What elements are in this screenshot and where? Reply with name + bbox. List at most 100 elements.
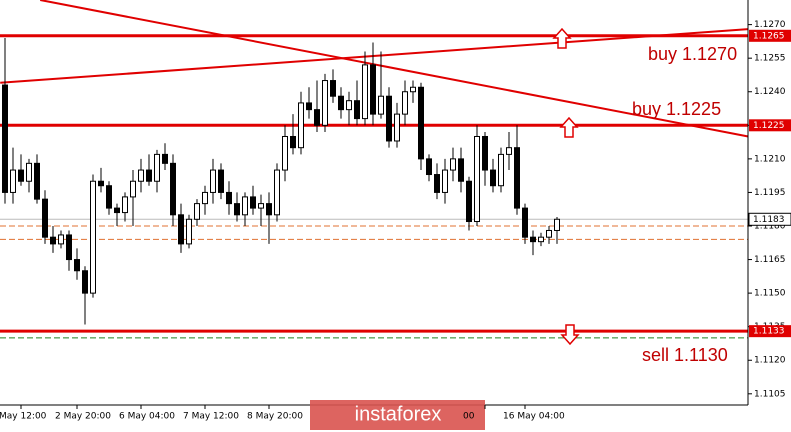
candle-body	[442, 169, 448, 193]
candle-body	[210, 169, 216, 193]
candle-body	[50, 236, 56, 245]
candle-body	[130, 180, 136, 198]
candle-body	[98, 180, 104, 187]
candle-body	[330, 80, 336, 97]
candle-body	[410, 86, 416, 93]
candle-body	[530, 236, 536, 243]
y-tick-label: 1.1165	[754, 255, 786, 265]
candle-body	[202, 191, 208, 205]
candle-body	[386, 95, 392, 142]
y-tick-label: 1.1120	[754, 356, 786, 366]
y-tick-label: 1.1240	[754, 87, 786, 97]
candle-body	[322, 80, 328, 126]
candle-body	[402, 91, 408, 115]
candle-body	[66, 234, 72, 261]
level-label-box	[749, 29, 791, 42]
candle-body	[466, 180, 472, 223]
last-price-label: 1.1183	[753, 215, 785, 225]
candle-body	[506, 147, 512, 155]
candle-body	[306, 102, 312, 111]
candle-body	[482, 135, 488, 171]
watermark: instaforex	[355, 403, 442, 425]
annotation: buy 1.1225	[632, 99, 721, 119]
candle-body	[58, 234, 64, 245]
y-tick-label: 1.1255	[754, 54, 786, 64]
candle-body	[266, 203, 272, 216]
candle-body	[538, 236, 544, 243]
candle-body	[162, 153, 168, 164]
x-tick-label: 00	[463, 412, 475, 422]
candle-body	[74, 259, 80, 272]
candle-body	[546, 229, 552, 238]
candle-body	[290, 135, 296, 149]
candle-body	[490, 169, 496, 187]
candle-body	[346, 100, 352, 111]
candle-body	[18, 169, 24, 182]
annotation: buy 1.1270	[648, 44, 737, 64]
candle-body	[338, 95, 344, 111]
candle-body	[434, 174, 440, 193]
candle-body	[154, 153, 160, 182]
y-tick-label: 1.1180	[754, 221, 786, 231]
plot-area	[0, 0, 749, 339]
candle-body	[522, 207, 528, 238]
x-tick-label: May 12:00	[0, 412, 47, 422]
candle-body	[418, 86, 424, 160]
candle-body	[90, 180, 96, 294]
candle-body	[178, 214, 184, 245]
x-tick-label: 6 May 04:00	[119, 412, 175, 422]
level-label-box	[749, 119, 791, 132]
down-arrow	[560, 324, 580, 346]
last-price-box	[748, 212, 791, 226]
candle-body	[138, 169, 144, 182]
up-arrow	[552, 27, 572, 49]
level-label: 1.1265	[753, 31, 785, 41]
candle-body	[370, 64, 376, 115]
candle-body	[250, 196, 256, 209]
candle-body	[458, 158, 464, 182]
y-tick-label: 1.1195	[754, 188, 786, 198]
candle-body	[194, 203, 200, 220]
candle-body	[514, 147, 520, 209]
candle-body	[274, 169, 280, 216]
candle-body	[218, 169, 224, 193]
candle-body	[114, 207, 120, 214]
candle-body	[170, 162, 176, 216]
watermark-box	[310, 400, 485, 430]
candle-body	[474, 135, 480, 223]
y-tick-label: 1.1105	[754, 389, 786, 399]
candle-body	[242, 196, 248, 216]
annotation: sell 1.1130	[642, 345, 728, 365]
x-tick-label: 16 May 04:00	[503, 412, 565, 422]
level-label: 1.1133	[753, 327, 785, 337]
candle-body	[298, 102, 304, 149]
candle-body	[282, 135, 288, 171]
candle-body	[10, 169, 16, 193]
candle-body	[82, 270, 88, 294]
x-tick-label: 8 May 20:00	[247, 412, 303, 422]
y-tick-label: 1.1210	[754, 154, 786, 164]
candle-body	[378, 95, 384, 115]
candle-body	[394, 113, 400, 142]
trendline	[0, 28, 749, 84]
candle-body	[42, 198, 48, 238]
candle-body	[362, 64, 368, 120]
candle-body	[354, 100, 360, 120]
x-tick-label: 2 May 20:00	[55, 412, 111, 422]
candle-body	[34, 162, 40, 200]
candle-body	[226, 191, 232, 205]
candle-body	[122, 196, 128, 214]
y-tick-label: 1.1270	[754, 20, 786, 30]
arrows	[552, 27, 580, 346]
candle-body	[234, 203, 240, 216]
candle-body	[314, 109, 320, 126]
candle-body	[26, 162, 32, 182]
candle-body	[498, 153, 504, 187]
candle-body	[554, 218, 560, 231]
candle-body	[258, 203, 264, 209]
candle-body	[426, 158, 432, 176]
y-tick-label: 1.1150	[754, 289, 786, 299]
candle-body	[2, 84, 8, 193]
